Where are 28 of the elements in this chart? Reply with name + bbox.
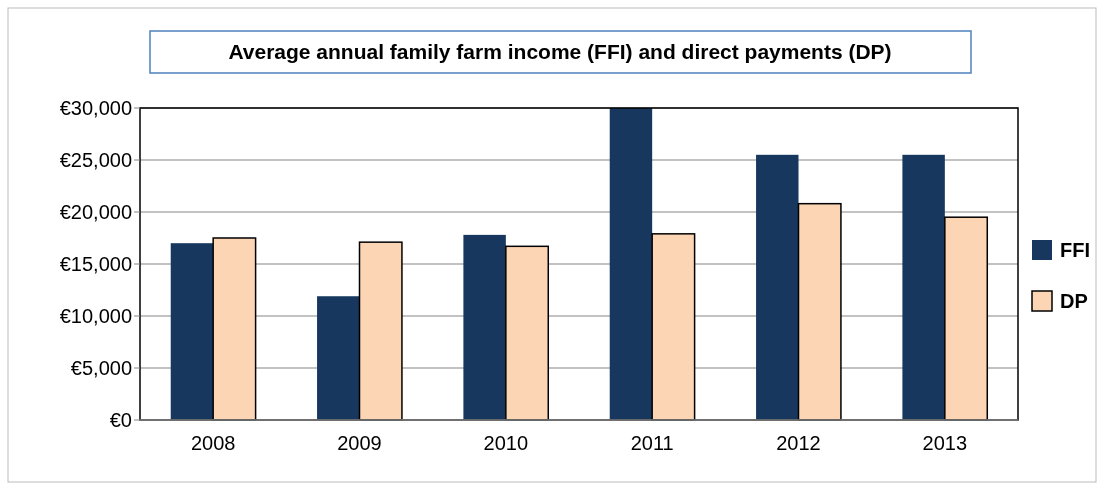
bar: [212, 237, 257, 421]
bar: [651, 233, 696, 421]
y-tick-label: €0: [109, 409, 132, 431]
y-tick-label: €10,000: [59, 305, 132, 327]
bar: [902, 154, 945, 420]
bar: [756, 154, 799, 420]
bar: [797, 202, 842, 421]
bar: [170, 243, 214, 420]
y-tick-label: €30,000: [59, 97, 132, 119]
legend-label: DP: [1060, 290, 1088, 312]
bar: [944, 216, 989, 421]
bar: [609, 108, 653, 420]
y-tick-label: €5,000: [70, 357, 132, 379]
bar: [505, 245, 550, 421]
bar: [317, 296, 360, 420]
y-tick-label: €25,000: [59, 149, 132, 171]
x-tick-label: 2011: [630, 432, 674, 454]
x-tick-label: 2008: [190, 432, 236, 454]
y-tick-label: €20,000: [59, 201, 132, 223]
x-tick-label: 2009: [337, 432, 382, 454]
x-tick-label: 2012: [776, 432, 821, 454]
x-tick-label: 2013: [922, 432, 968, 454]
bar: [463, 234, 506, 420]
legend-label: FFI: [1060, 239, 1090, 261]
bar: [358, 241, 403, 421]
x-tick-label: 2010: [483, 432, 529, 454]
chart-title: Average annual family farm income (FFI) and direct payments (DP): [228, 40, 892, 64]
y-tick-label: €15,000: [59, 253, 132, 275]
